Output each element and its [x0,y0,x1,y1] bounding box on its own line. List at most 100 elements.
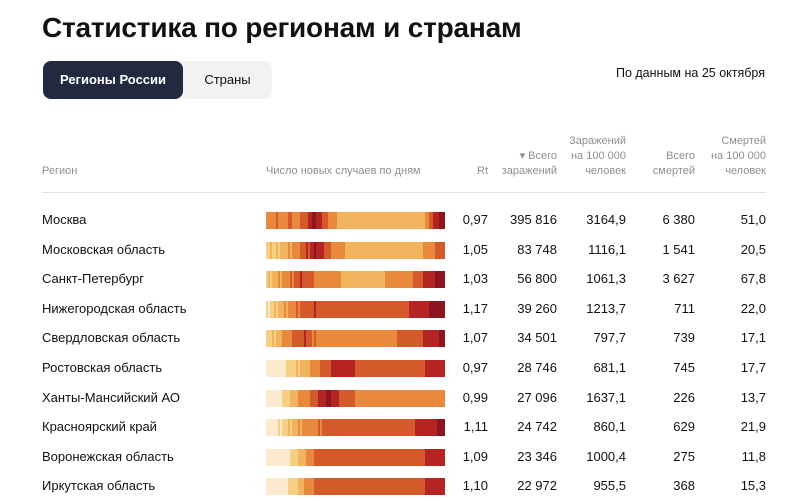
heat-cell [365,478,368,496]
heat-cell [410,241,413,259]
heat-cell [375,330,378,348]
heat-cell [337,389,340,407]
heat-cell [299,360,302,377]
heat-cell [313,241,316,259]
heat-cell [383,360,386,377]
heat-cell [422,212,425,229]
heat-cell [279,271,282,289]
heat-cell [343,419,346,437]
heat-cell [299,448,302,466]
col-header-rt[interactable]: Rt [477,165,488,177]
heat-cell [266,330,268,348]
page-title: Статистика по регионам и странам [42,12,522,43]
heat-cell [391,360,393,377]
heat-cell [273,212,276,229]
col-header-total-cases[interactable]: ▾ Всего заражений [480,149,557,179]
table-row[interactable]: Воронежская область 1,09 23 346 1000,4 275 11… [0,442,807,472]
heat-cell [299,212,302,229]
table-row[interactable]: Красноярский край 1,11 24 742 860,1 629 21,9 [0,412,807,442]
heat-cell [331,448,334,466]
cases-per-100k-value: 860,1 [593,419,626,435]
table-row[interactable]: Иркутская область 1,10 22 972 955,5 368 15,3 [0,471,807,501]
heat-cell [305,448,308,466]
heat-cell [359,241,362,259]
heat-cell [337,330,340,348]
table-row[interactable]: Москва 0,97 395 816 3164,9 6 380 51,0 [0,205,807,235]
heat-cell [315,448,318,466]
heat-cell [418,419,421,437]
heat-cell [438,300,441,318]
heat-cell [355,478,358,496]
heat-cell [325,478,328,496]
heat-cell [349,389,352,407]
heat-cell [428,478,431,496]
heat-cell [351,389,354,407]
heat-cell [428,448,431,466]
heat-cell [410,419,413,437]
cases-per-100k-value: 1637,1 [586,389,626,405]
heat-cell [440,478,443,496]
daily-cases-heatstrip [266,419,445,437]
heat-cell [404,360,407,377]
heat-cell [266,389,268,407]
heat-cell [345,271,348,289]
heat-cell [440,389,443,407]
heat-cell [319,330,322,348]
heat-cell [383,271,386,289]
heat-cell [438,419,441,437]
heat-cell [422,419,425,437]
heat-cell [305,360,308,377]
heat-cell [404,419,407,437]
table-row[interactable]: Нижегородская область 1,17 39 260 1213,7 711… [0,294,807,324]
col-header-cases-per-100k-line2: на 100 000 [570,150,626,162]
heat-cell [381,300,384,318]
table-row[interactable]: Санкт-Петербург 1,03 56 800 1061,3 3 627 67,8 [0,264,807,294]
heat-cell [303,241,306,259]
heat-cell [331,271,334,289]
heat-cell [442,478,445,496]
heat-cell [325,360,328,377]
heat-cell [321,419,324,437]
heat-cell [398,360,401,377]
heat-cell [313,330,316,348]
total-deaths-value: 275 [673,448,695,464]
heat-cell [371,419,374,437]
heat-cell [359,300,362,318]
heat-cell [359,330,362,348]
heat-cell [299,330,302,348]
heat-cell [434,389,437,407]
heat-cell [285,419,288,437]
heat-cell [283,330,286,348]
col-header-cases-per-100k[interactable]: Заражений на 100 000 человек [546,134,626,179]
table-row[interactable]: Ханты-Мансийский АО 0,99 27 096 1637,1 226 13… [0,383,807,413]
heat-cell [305,241,308,259]
heat-cell [343,241,346,259]
heat-cell [313,478,316,496]
table-row[interactable]: Свердловская область 1,07 34 501 797,7 739 17… [0,323,807,353]
heat-cell [398,389,401,407]
heat-cell [339,271,342,289]
col-header-total-deaths[interactable]: Всего смертей [630,149,695,179]
heat-cell [331,330,334,348]
heat-cell [436,389,439,407]
heat-cell [432,212,435,229]
heat-cell [291,271,294,289]
heat-cell [341,419,344,437]
region-name: Санкт-Петербург [42,271,144,287]
table-row[interactable]: Московская область 1,05 83 748 1116,1 1 541 2… [0,235,807,265]
heat-cell [301,212,304,229]
heat-cell [424,448,427,466]
col-header-deaths-per-100k[interactable]: Смертей на 100 000 человек [686,134,766,179]
col-header-region[interactable]: Регион [42,165,78,177]
heat-cell [436,360,439,377]
tab-russia-regions[interactable]: Регионы России [43,61,183,99]
tab-countries[interactable]: Страны [204,72,251,87]
heat-cell [438,330,441,348]
heat-cell [289,212,292,229]
heat-cell [391,448,393,466]
heat-cell [355,360,358,377]
heat-cell [367,241,370,259]
table-row[interactable]: Ростовская область 0,97 28 746 681,1 745 17,7 [0,353,807,383]
heat-cell [430,448,433,466]
heat-cell [337,271,340,289]
